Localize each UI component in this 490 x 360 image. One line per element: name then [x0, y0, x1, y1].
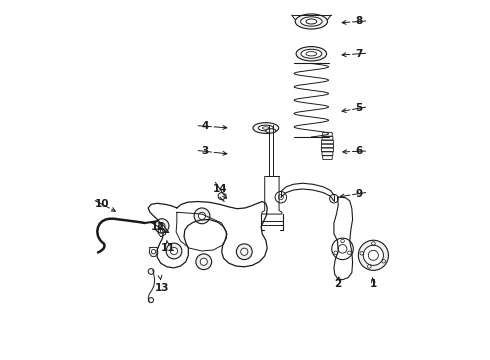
Text: 9: 9: [355, 189, 363, 199]
Circle shape: [159, 223, 165, 229]
Ellipse shape: [266, 129, 276, 133]
Ellipse shape: [253, 123, 279, 134]
Circle shape: [236, 244, 252, 260]
Circle shape: [198, 212, 205, 220]
Text: 3: 3: [201, 146, 208, 156]
Circle shape: [358, 240, 389, 270]
Text: 2: 2: [334, 279, 341, 289]
Text: 12: 12: [151, 222, 166, 231]
Circle shape: [196, 254, 212, 270]
Circle shape: [171, 247, 177, 255]
Text: 1: 1: [370, 279, 377, 289]
Circle shape: [194, 208, 210, 224]
Circle shape: [148, 298, 153, 303]
Text: 5: 5: [355, 103, 363, 113]
Ellipse shape: [301, 49, 322, 58]
Text: 14: 14: [213, 184, 227, 194]
Text: 13: 13: [154, 283, 169, 293]
Circle shape: [148, 269, 154, 274]
Text: 6: 6: [355, 146, 363, 156]
Circle shape: [364, 245, 383, 265]
Text: 7: 7: [355, 49, 363, 59]
Ellipse shape: [258, 125, 273, 131]
Circle shape: [218, 193, 225, 200]
Text: 8: 8: [355, 17, 363, 27]
Circle shape: [166, 243, 182, 259]
Text: 4: 4: [201, 121, 209, 131]
Ellipse shape: [300, 17, 322, 26]
Ellipse shape: [296, 46, 326, 61]
Circle shape: [241, 248, 248, 255]
Circle shape: [155, 219, 169, 233]
Text: 10: 10: [95, 199, 110, 210]
Text: 11: 11: [161, 243, 175, 253]
Circle shape: [200, 258, 207, 265]
Ellipse shape: [295, 14, 327, 29]
